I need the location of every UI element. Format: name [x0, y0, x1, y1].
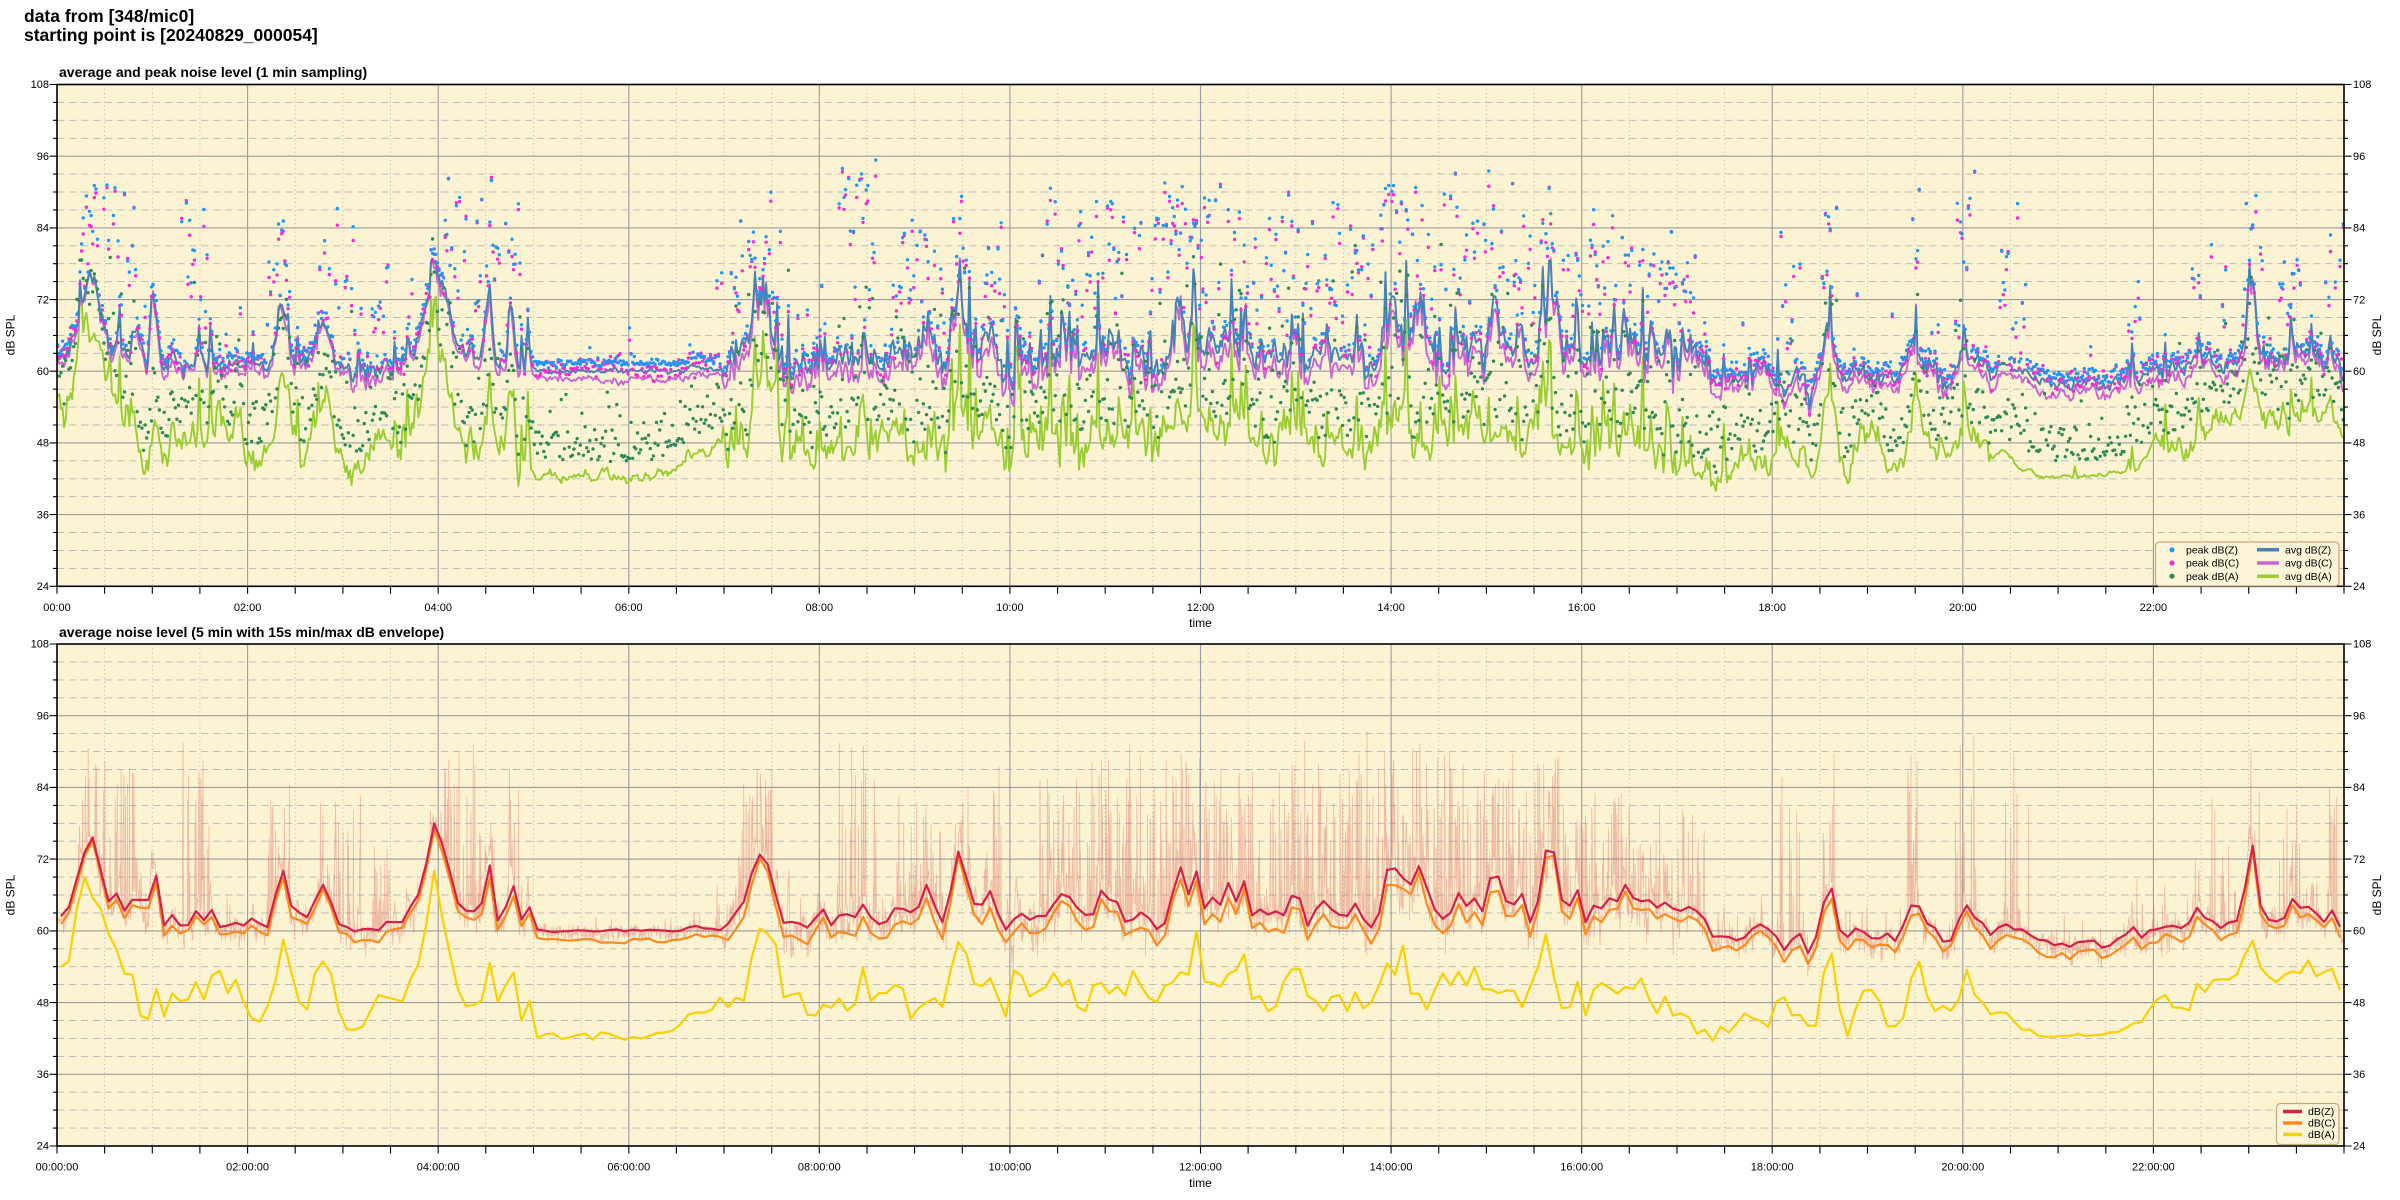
svg-text:24: 24 [2353, 1141, 2365, 1153]
svg-text:dB SPL: dB SPL [4, 874, 18, 915]
svg-text:96: 96 [2353, 710, 2365, 722]
svg-text:72: 72 [37, 294, 49, 306]
svg-text:72: 72 [2353, 854, 2365, 866]
svg-text:dB SPL: dB SPL [2370, 314, 2384, 355]
svg-text:04:00:00: 04:00:00 [417, 1162, 460, 1174]
svg-text:avg dB(Z): avg dB(Z) [2285, 544, 2331, 556]
svg-text:06:00: 06:00 [615, 602, 643, 614]
svg-text:108: 108 [31, 79, 49, 91]
svg-text:06:00:00: 06:00:00 [607, 1162, 650, 1174]
svg-text:22:00:00: 22:00:00 [2132, 1162, 2175, 1174]
svg-text:12:00:00: 12:00:00 [1179, 1162, 1222, 1174]
svg-text:dB(C): dB(C) [2308, 1118, 2335, 1130]
svg-text:08:00:00: 08:00:00 [798, 1162, 841, 1174]
svg-text:starting point is [20240829_00: starting point is [20240829_000054] [24, 25, 318, 45]
svg-text:48: 48 [37, 438, 49, 450]
svg-text:00:00: 00:00 [43, 602, 71, 614]
svg-text:72: 72 [2353, 294, 2365, 306]
svg-text:36: 36 [2353, 509, 2365, 521]
svg-text:60: 60 [37, 926, 49, 938]
svg-text:dB(Z): dB(Z) [2308, 1106, 2334, 1118]
svg-text:18:00:00: 18:00:00 [1751, 1162, 1794, 1174]
svg-text:36: 36 [2353, 1069, 2365, 1081]
svg-text:data from [348/mic0]: data from [348/mic0] [24, 6, 194, 26]
svg-text:04:00: 04:00 [424, 602, 452, 614]
svg-text:108: 108 [2353, 79, 2371, 91]
svg-text:60: 60 [2353, 366, 2365, 378]
svg-text:84: 84 [37, 782, 49, 794]
svg-text:dB SPL: dB SPL [2370, 874, 2384, 915]
svg-text:dB(A): dB(A) [2308, 1129, 2335, 1141]
svg-text:96: 96 [37, 151, 49, 163]
svg-text:22:00: 22:00 [2140, 602, 2168, 614]
svg-text:02:00: 02:00 [234, 602, 262, 614]
svg-text:time: time [1189, 1176, 1212, 1190]
svg-text:dB SPL: dB SPL [4, 314, 18, 355]
svg-text:24: 24 [37, 1141, 49, 1153]
svg-text:16:00: 16:00 [1568, 602, 1596, 614]
svg-text:avg dB(C): avg dB(C) [2285, 558, 2332, 570]
svg-text:00:00:00: 00:00:00 [36, 1162, 79, 1174]
svg-text:20:00:00: 20:00:00 [1941, 1162, 1984, 1174]
svg-text:10:00:00: 10:00:00 [988, 1162, 1031, 1174]
svg-text:36: 36 [37, 509, 49, 521]
svg-text:96: 96 [37, 710, 49, 722]
svg-text:60: 60 [37, 366, 49, 378]
svg-text:84: 84 [37, 223, 49, 235]
svg-text:peak dB(Z): peak dB(Z) [2186, 544, 2238, 556]
svg-text:84: 84 [2353, 223, 2365, 235]
svg-text:14:00:00: 14:00:00 [1370, 1162, 1413, 1174]
svg-text:72: 72 [37, 854, 49, 866]
svg-text:time: time [1189, 616, 1212, 630]
svg-text:24: 24 [37, 581, 49, 593]
svg-text:peak dB(A): peak dB(A) [2186, 571, 2239, 583]
svg-text:average and peak noise level (: average and peak noise level (1 min samp… [59, 64, 367, 80]
svg-text:18:00: 18:00 [1758, 602, 1786, 614]
svg-text:08:00: 08:00 [806, 602, 834, 614]
svg-text:96: 96 [2353, 151, 2365, 163]
svg-text:average noise level (5 min wit: average noise level (5 min with 15s min/… [59, 624, 444, 640]
svg-text:108: 108 [31, 639, 49, 651]
svg-text:48: 48 [37, 997, 49, 1009]
svg-text:84: 84 [2353, 782, 2365, 794]
svg-text:10:00: 10:00 [996, 602, 1024, 614]
svg-text:14:00: 14:00 [1377, 602, 1405, 614]
svg-text:12:00: 12:00 [1187, 602, 1215, 614]
svg-text:16:00:00: 16:00:00 [1560, 1162, 1603, 1174]
svg-text:108: 108 [2353, 639, 2371, 651]
svg-text:60: 60 [2353, 926, 2365, 938]
svg-text:48: 48 [2353, 997, 2365, 1009]
svg-text:avg dB(A): avg dB(A) [2285, 571, 2332, 583]
svg-text:02:00:00: 02:00:00 [226, 1162, 269, 1174]
svg-text:48: 48 [2353, 438, 2365, 450]
svg-text:peak dB(C): peak dB(C) [2186, 558, 2239, 570]
svg-text:24: 24 [2353, 581, 2365, 593]
svg-text:20:00: 20:00 [1949, 602, 1977, 614]
svg-text:36: 36 [37, 1069, 49, 1081]
